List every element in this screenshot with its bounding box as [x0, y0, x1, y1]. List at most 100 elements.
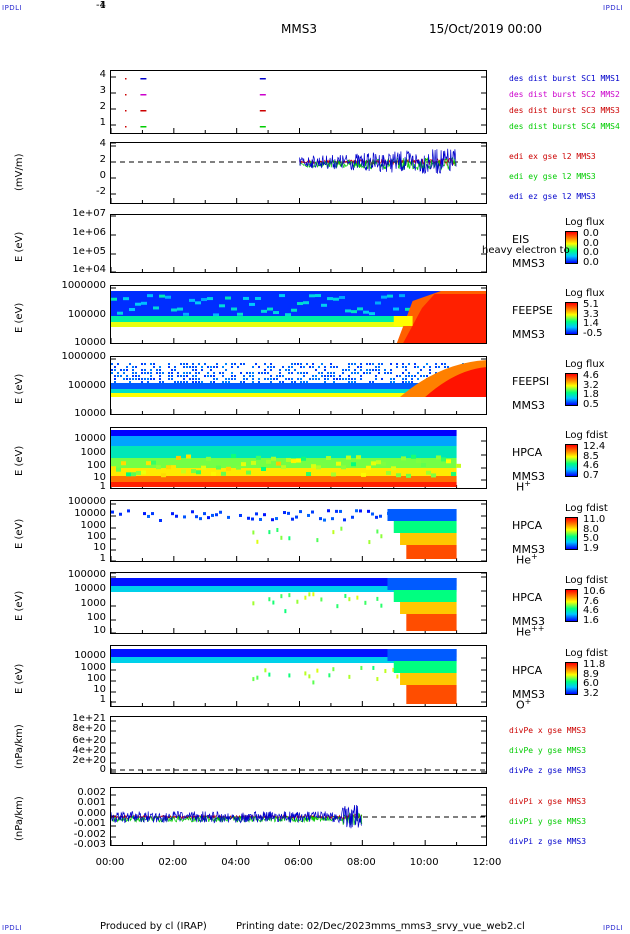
y-axis-label: E (eV) — [14, 302, 25, 333]
colorbar-value: 3.3 — [583, 308, 599, 320]
spectrogram-cell — [375, 375, 377, 377]
spectrogram-cell — [150, 375, 152, 377]
plot-panel-10 — [110, 716, 487, 774]
spectrogram-cell — [309, 294, 315, 298]
spectrogram-cell — [375, 378, 377, 380]
spectrogram-cell — [285, 378, 287, 380]
spectrogram-cell — [151, 460, 156, 465]
spectrogram-cell — [174, 369, 176, 371]
spectrogram-cell — [175, 514, 178, 518]
spectrogram-cell — [132, 369, 134, 371]
x-tick-label: 08:00 — [346, 857, 376, 868]
colorbar — [565, 589, 578, 622]
spectrogram-cell — [132, 375, 134, 377]
spectrogram-cell — [162, 381, 164, 383]
spectrogram-cell — [435, 366, 437, 368]
spectrogram-cell — [268, 597, 271, 602]
spectrogram-cell — [333, 297, 339, 301]
y-tick-label: 1000000 — [61, 280, 106, 291]
spectrogram-cell — [392, 667, 395, 672]
instrument-label: MMS3 — [512, 615, 545, 628]
spectrogram-cell — [309, 366, 311, 368]
spectrogram-cell — [357, 366, 359, 368]
spectrogram-cell — [357, 372, 359, 374]
burst-marker — [125, 110, 127, 112]
spectrogram-cell — [402, 372, 404, 374]
legend-entry: edi ez gse l2 MMS3 — [509, 192, 596, 201]
spectrogram-cell — [231, 454, 236, 459]
x-tick-label: 06:00 — [284, 857, 313, 868]
spectrogram-cell — [222, 375, 224, 377]
spectrogram-cell — [171, 375, 173, 377]
spectrogram-cell — [390, 363, 392, 365]
spectrogram-band — [111, 468, 457, 476]
spectrogram-cell — [348, 366, 350, 368]
spectrogram-cell — [354, 381, 356, 383]
spectrogram-cell — [144, 369, 146, 371]
spectrogram-cell — [368, 540, 371, 545]
spectrogram-cell — [327, 372, 329, 374]
spectrogram-cell — [147, 294, 153, 298]
spectrogram-cell — [168, 372, 170, 374]
spectrogram-cell — [315, 378, 317, 380]
spectrogram-cell — [135, 366, 137, 368]
spectrogram-cell — [328, 673, 331, 678]
spectrogram-cell — [147, 378, 149, 380]
spectrogram-cell — [261, 466, 266, 471]
spectrogram-cell — [147, 381, 149, 383]
spectrogram-cell — [281, 465, 286, 470]
spectrogram-cell — [252, 677, 255, 682]
spectrogram-cell — [156, 369, 158, 371]
spectrogram-cell — [408, 363, 410, 365]
y-tick-label: 100000 — [67, 380, 106, 391]
spectrogram-cell — [408, 375, 410, 377]
colorbar-value: 4.6 — [583, 605, 599, 616]
spectrogram-cell — [252, 601, 255, 606]
y-tick-label: 1 — [99, 553, 106, 564]
spectrogram-cell — [180, 375, 182, 377]
spectrogram-band — [111, 578, 457, 586]
spectrogram-cell — [351, 372, 353, 374]
spectrogram-cell — [279, 375, 281, 377]
spectrogram-cell — [252, 366, 254, 368]
spectrogram-cell — [213, 372, 215, 374]
spectrogram-cell — [150, 363, 152, 365]
y-tick-label: 2 — [99, 154, 106, 165]
spectrogram-cell — [324, 375, 326, 377]
spectrogram-cell — [426, 375, 428, 377]
spectrogram-cell — [147, 514, 150, 518]
burst-marker — [125, 94, 127, 96]
spectrogram-cell — [345, 378, 347, 380]
instrument-label: FEEPSE — [512, 304, 553, 317]
spectrogram-region — [425, 367, 486, 397]
corner-label-tr: IPDLI — [603, 4, 624, 12]
spectrogram-cell — [420, 375, 422, 377]
spectrogram-cell — [186, 363, 188, 365]
spectrogram-cell — [219, 510, 222, 514]
spectrogram-cell — [291, 381, 293, 383]
spectrogram-cell — [181, 469, 186, 474]
y-tick-label: 1e+04 — [72, 264, 106, 275]
spectrogram-cell — [276, 378, 278, 380]
spectrogram-cell — [354, 372, 356, 374]
spectrogram-cell — [351, 378, 353, 380]
spectrogram-cell — [380, 534, 383, 539]
spectrogram-cell — [203, 512, 206, 516]
spectrogram-cell — [300, 378, 302, 380]
plot-canvas-1 — [111, 76, 486, 133]
plot-canvas-5 — [111, 358, 486, 414]
spectrogram-cell — [174, 366, 176, 368]
spectrogram-cell — [153, 366, 155, 368]
spectrogram-cell — [249, 372, 251, 374]
spectrogram-cell — [411, 454, 416, 459]
spectrogram-cell — [391, 466, 396, 471]
spectrogram-band — [111, 393, 486, 397]
y-axis-label: E (eV) — [14, 663, 25, 694]
spectrogram-cell — [402, 363, 404, 365]
burst-marker — [140, 78, 147, 80]
spectrogram-cell — [243, 296, 249, 300]
colorbar-value: 5.1 — [583, 299, 599, 310]
y-tick-label: 6e+20 — [72, 735, 106, 746]
spectrogram-cell — [390, 378, 392, 380]
spectrogram-cell — [201, 369, 203, 371]
